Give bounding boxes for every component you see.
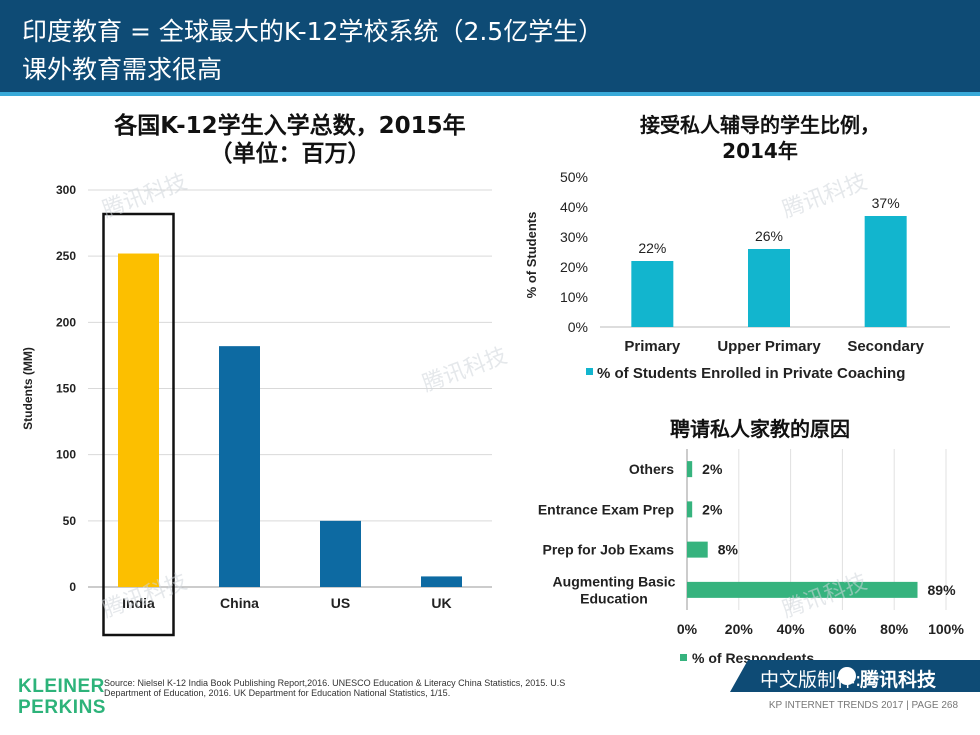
hbar-prep-for-job-exams	[687, 541, 708, 558]
bar-india	[118, 253, 159, 587]
slide-subtitle: 课外教育需求很高	[22, 55, 223, 84]
hbar-augmenting-basic-education	[687, 581, 918, 598]
y-tick-label: Entrance Exam Prep	[538, 501, 674, 517]
x-tick-label: China	[220, 595, 259, 611]
x-tick-label: 60%	[828, 621, 857, 637]
cn-credit-label: 中文版制作:	[760, 669, 862, 691]
y-tick-label: 50%	[560, 169, 588, 185]
y-tick-label: 150	[56, 382, 76, 396]
data-label: 8%	[718, 542, 739, 558]
y-tick-label: 300	[56, 183, 76, 197]
y-tick-label: Augmenting Basic	[553, 573, 676, 589]
x-tick-label: UK	[431, 595, 451, 611]
enrollment-chart-title: 各国K-12学生入学总数，2015年	[114, 113, 466, 139]
legend-label: % of Students Enrolled in Private Coachi…	[597, 365, 905, 382]
y-tick-label: 10%	[560, 289, 588, 305]
footer-page-info: KP INTERNET TRENDS 2017 | PAGE 268	[768, 700, 958, 711]
enrollment-chart-subtitle: （单位：百万）	[209, 141, 371, 167]
x-tick-label: 40%	[777, 621, 806, 637]
y-tick-label: 0	[69, 580, 76, 594]
y-tick-label: 250	[56, 249, 76, 263]
hbar-entrance-exam-prep	[687, 501, 693, 518]
x-tick-label: 20%	[725, 621, 754, 637]
y-axis-label: Students (MM)	[21, 347, 35, 430]
legend-swatch	[680, 654, 687, 661]
highlight-box	[102, 212, 175, 637]
logo-line-1: KLEINER	[18, 676, 105, 697]
legend-swatch	[586, 368, 593, 375]
bar-upper-primary	[748, 249, 790, 327]
y-tick-label: 50	[63, 514, 77, 528]
cn-credit-brand: 腾讯科技	[860, 669, 937, 691]
header-accent-line	[0, 92, 980, 96]
data-label: 2%	[702, 461, 723, 477]
data-label: 22%	[638, 240, 666, 256]
x-tick-label: US	[331, 595, 350, 611]
y-tick-label: 0%	[568, 319, 588, 335]
x-tick-label: Secondary	[847, 338, 924, 355]
y-tick-label: Others	[629, 461, 674, 477]
reasons-chart-title: 聘请私人家教的原因	[670, 417, 850, 441]
data-label: 2%	[702, 501, 723, 517]
data-label: 26%	[755, 228, 783, 244]
logo-line-2: PERKINS	[18, 697, 106, 718]
x-tick-label: 80%	[880, 621, 909, 637]
y-tick-label: 30%	[560, 229, 588, 245]
slide-title: 印度教育 = 全球最大的K-12学校系统（2.5亿学生）	[22, 17, 604, 46]
y-tick-label: Prep for Job Exams	[543, 542, 675, 558]
bar-primary	[631, 261, 674, 327]
x-tick-label: 0%	[677, 621, 698, 637]
x-tick-label: India	[122, 595, 155, 611]
y-tick-label: 100	[56, 448, 76, 462]
y-tick-label: 40%	[560, 199, 588, 215]
coaching-chart-subtitle: 2014年	[722, 139, 798, 163]
x-tick-label: Primary	[624, 338, 681, 355]
coaching-chart-title: 接受私人辅导的学生比例，	[640, 113, 880, 137]
tencent-logo-icon	[838, 667, 856, 685]
x-tick-label: 100%	[928, 621, 964, 637]
y-axis-label: % of Students	[524, 212, 539, 299]
cn-credit-badge: 中文版制作: 腾讯科技	[730, 660, 980, 692]
bar-uk	[421, 576, 462, 587]
kleiner-perkins-logo: KLEINER PERKINS	[18, 676, 106, 718]
x-tick-label: Upper Primary	[717, 338, 821, 355]
source-note: Source: Nielsel K-12 India Book Publishi…	[104, 678, 566, 698]
bar-china	[219, 346, 260, 587]
bar-us	[320, 520, 361, 587]
y-tick-label: 200	[56, 315, 76, 329]
hbar-others	[687, 461, 693, 478]
y-tick-label: Education	[580, 590, 648, 606]
header-bar	[0, 0, 980, 92]
data-label: 89%	[928, 582, 957, 598]
data-label: 37%	[872, 195, 900, 211]
bar-secondary	[864, 216, 907, 327]
y-tick-label: 20%	[560, 259, 588, 275]
